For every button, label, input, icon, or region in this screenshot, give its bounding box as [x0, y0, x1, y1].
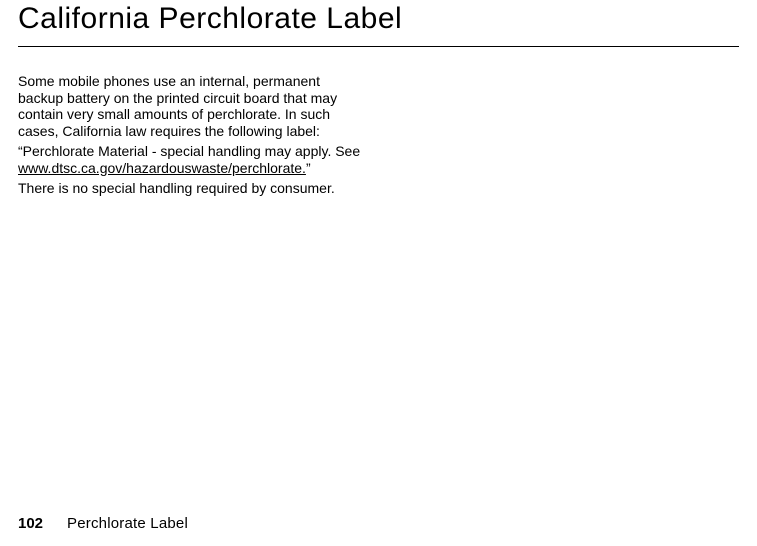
perchlorate-link[interactable]: www.dtsc.ca.gov/hazardouswaste/perchlora…: [18, 160, 306, 176]
paragraph-intro: Some mobile phones use an internal, perm…: [18, 73, 368, 139]
document-page: California Perchlorate Label Some mobile…: [0, 0, 757, 546]
page-footer: 102 Perchlorate Label: [18, 515, 188, 532]
paragraph-quote: “Perchlorate Material - special handling…: [18, 143, 368, 176]
footer-label: Perchlorate Label: [67, 515, 188, 532]
quote-post: ”: [306, 160, 311, 176]
quote-pre: “Perchlorate Material - special handling…: [18, 143, 360, 159]
body-column: Some mobile phones use an internal, perm…: [18, 73, 368, 197]
page-title: California Perchlorate Label: [18, 0, 739, 47]
paragraph-no-handling: There is no special handling required by…: [18, 180, 368, 197]
page-number: 102: [18, 515, 43, 532]
